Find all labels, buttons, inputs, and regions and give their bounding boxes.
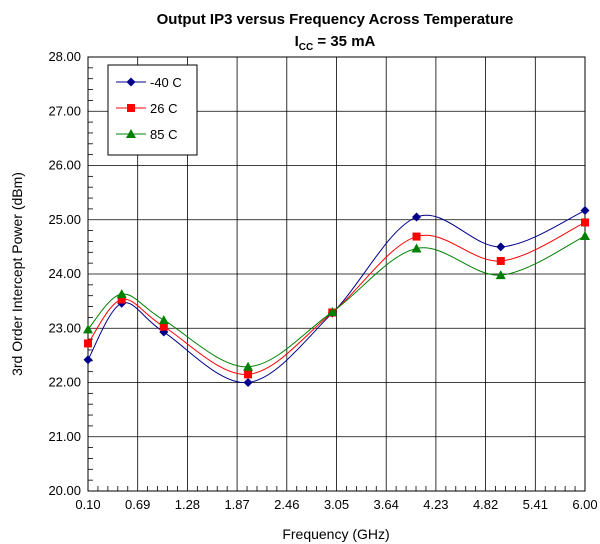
y-tick-label: 27.00 (48, 103, 81, 118)
series-group (83, 206, 590, 387)
data-point-1 (496, 256, 505, 265)
x-tick-label: 1.28 (175, 497, 200, 512)
x-tick-label: 2.46 (274, 497, 299, 512)
x-tick-label: 5.41 (523, 497, 548, 512)
x-tick-label: 4.82 (473, 497, 498, 512)
data-point-1 (84, 339, 92, 348)
data-point-0 (412, 212, 422, 222)
x-tick-label: 0.69 (125, 497, 150, 512)
x-tick-label: 1.87 (224, 497, 249, 512)
subtitle-subscript: CC (299, 42, 313, 53)
legend-label-0: -40 C (150, 75, 182, 90)
y-tick-label: 22.00 (48, 375, 81, 390)
y-axis-label: 3rd Order Intercept Power (dBm) (9, 172, 25, 376)
x-axis-label: Frequency (GHz) (282, 526, 389, 542)
y-tick-label: 21.00 (48, 429, 81, 444)
y-tick-label: 26.00 (48, 158, 81, 173)
data-point-2 (495, 270, 506, 280)
legend-marker-1 (127, 104, 135, 112)
data-point-0 (496, 242, 506, 252)
series-line-1 (87, 222, 586, 375)
plot-frame (87, 56, 586, 492)
data-point-0 (83, 355, 93, 365)
data-point-2 (243, 361, 254, 371)
series-line-0 (87, 210, 586, 384)
legend: -40 C 26 C 85 C (107, 64, 198, 156)
legend-label-2: 85 C (150, 127, 177, 142)
y-tick-label: 25.00 (48, 212, 81, 227)
subtitle-suffix: = 35 mA (313, 33, 375, 50)
series-line-2 (87, 235, 586, 368)
chart-title: Output IP3 versus Frequency Across Tempe… (157, 11, 514, 28)
data-point-1 (117, 295, 126, 304)
y-tick-label: 23.00 (48, 320, 81, 335)
data-point-1 (412, 232, 421, 241)
x-tick-labels: 0.10 0.69 1.28 1.87 2.46 3.05 3.64 4.23 4.82 5.41… (75, 497, 597, 512)
y-tick-label: 20.00 (48, 483, 81, 498)
x-tick-label: 0.10 (75, 497, 100, 512)
legend-label-1: 26 C (150, 101, 177, 116)
data-point-1 (159, 322, 168, 331)
data-point-0 (243, 378, 253, 387)
x-tick-label: 6.00 (572, 497, 597, 512)
data-point-0 (580, 206, 590, 216)
legend-box (107, 64, 198, 156)
data-point-2 (327, 306, 338, 316)
subtitle-prefix: I (295, 33, 299, 50)
data-point-2 (158, 315, 169, 325)
legend-marker-0 (126, 77, 136, 87)
data-point-2 (411, 243, 422, 253)
y-tick-labels: 20.00 21.00 22.00 23.00 24.00 25.00 26.00 27.00… (48, 49, 81, 498)
data-point-2 (116, 289, 127, 299)
x-tick-label: 3.05 (324, 497, 349, 512)
x-tick-label: 3.64 (374, 497, 399, 512)
y-tick-label: 24.00 (48, 266, 81, 281)
y-tick-label: 28.00 (48, 49, 81, 64)
legend-marker-2 (126, 129, 136, 138)
x-tick-label: 4.23 (423, 497, 448, 512)
data-point-2 (83, 324, 93, 334)
data-point-2 (580, 231, 590, 241)
data-point-1 (581, 218, 589, 227)
chart-subtitle: ICC = 35 mA (295, 33, 376, 53)
data-point-1 (244, 370, 253, 379)
